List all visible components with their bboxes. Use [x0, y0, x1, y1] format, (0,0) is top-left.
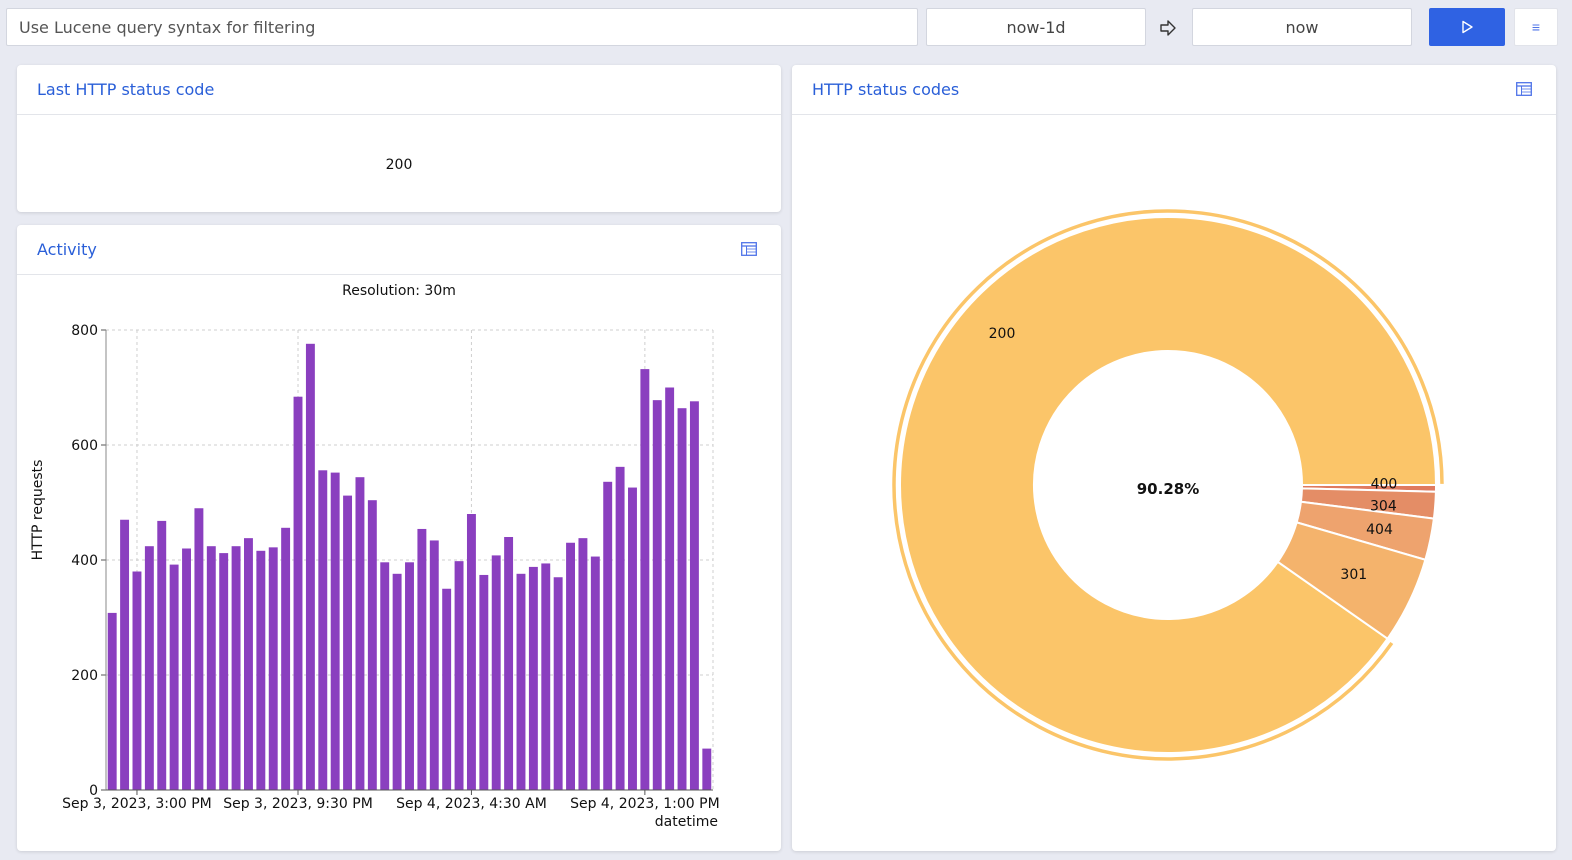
activity-bar-chart: Resolution: 30m HTTP requests datetime 0… [30, 283, 720, 830]
bar[interactable] [169, 564, 179, 790]
bar[interactable] [194, 508, 204, 790]
table-view-icon[interactable] [1516, 82, 1532, 96]
bar[interactable] [355, 477, 365, 790]
donut-center-label: 90.28% [1137, 480, 1199, 498]
arrow-right-icon [1160, 20, 1176, 36]
panel-header: HTTP status codes [792, 65, 1556, 115]
bar[interactable] [454, 561, 464, 790]
bar[interactable] [231, 546, 241, 790]
bar[interactable] [182, 548, 191, 791]
panel-title: HTTP status codes [812, 80, 960, 99]
x-tick-label: Sep 3, 2023, 3:00 PM [62, 796, 212, 812]
bar[interactable] [132, 571, 142, 791]
bar[interactable] [442, 588, 452, 790]
bar[interactable] [665, 387, 675, 791]
status-value: 200 [385, 157, 413, 173]
bar[interactable] [330, 472, 340, 790]
bar[interactable] [566, 542, 576, 790]
bar[interactable] [256, 550, 266, 790]
bar[interactable] [466, 514, 476, 790]
bar[interactable] [702, 748, 712, 790]
bar[interactable] [628, 487, 637, 790]
bar[interactable] [491, 555, 501, 790]
bar[interactable] [305, 343, 315, 790]
bar[interactable] [516, 573, 526, 790]
bar[interactable] [367, 500, 377, 790]
donut-highlight-ring [892, 209, 1444, 761]
bar[interactable] [281, 527, 291, 790]
bar[interactable] [219, 553, 229, 790]
bar[interactable] [107, 612, 117, 790]
y-tick-label: 400 [71, 553, 98, 569]
panel-header: Activity [17, 225, 781, 275]
bar[interactable] [343, 495, 353, 790]
bar[interactable] [429, 540, 439, 790]
time-from-input[interactable] [926, 8, 1146, 46]
bar[interactable] [392, 573, 402, 790]
bar[interactable] [652, 400, 662, 790]
table-view-icon[interactable] [741, 242, 757, 256]
query-input[interactable] [6, 8, 918, 46]
x-axis-label: datetime [655, 814, 718, 830]
bar[interactable] [504, 537, 514, 790]
donut-slice-label: 301 [1340, 567, 1367, 583]
activity-panel: Activity Resolution: 30m HTTP requests d… [17, 225, 781, 851]
bar[interactable] [268, 547, 278, 790]
last-status-panel: Last HTTP status code 200 [17, 65, 781, 212]
bar[interactable] [590, 556, 600, 790]
donut-slice[interactable] [899, 216, 1438, 754]
panel-header: Last HTTP status code [17, 65, 781, 115]
bar[interactable] [380, 562, 390, 790]
bar[interactable] [615, 466, 625, 790]
donut-slice[interactable] [1276, 521, 1427, 641]
bar[interactable] [157, 520, 167, 790]
bar[interactable] [206, 546, 216, 790]
bar[interactable] [293, 396, 303, 790]
status-codes-panel: HTTP status codes 200 400 304 404 301 90.28% [792, 65, 1556, 851]
bar[interactable] [553, 577, 563, 790]
x-tick-label: Sep 3, 2023, 9:30 PM [223, 796, 373, 812]
bar[interactable] [417, 528, 427, 790]
bar[interactable] [243, 538, 253, 790]
y-tick-label: 600 [71, 438, 98, 454]
bar[interactable] [318, 470, 328, 790]
run-query-button[interactable] [1429, 8, 1505, 46]
bar[interactable] [603, 481, 613, 790]
bar[interactable] [689, 401, 699, 790]
y-axis-label: HTTP requests [30, 460, 46, 561]
chart-title: Resolution: 30m [342, 283, 456, 299]
x-tick-label: Sep 4, 2023, 4:30 AM [396, 796, 547, 812]
donut-slice-label: 200 [989, 326, 1016, 342]
x-tick-label: Sep 4, 2023, 1:00 PM [570, 796, 720, 812]
donut-slice-label: 304 [1370, 498, 1397, 514]
y-tick-label: 800 [71, 323, 98, 339]
time-to-input[interactable] [1192, 8, 1412, 46]
donut-slice-label: 400 [1371, 477, 1398, 493]
panel-title: Activity [37, 240, 97, 259]
bar[interactable] [144, 546, 154, 790]
menu-button[interactable]: ≡ [1514, 8, 1558, 46]
bar[interactable] [541, 563, 551, 790]
donut-slice-label: 404 [1366, 522, 1393, 538]
y-tick-label: 0 [89, 783, 98, 799]
bar[interactable] [677, 408, 687, 790]
status-codes-donut-chart: 200 400 304 404 301 90.28% [892, 209, 1444, 761]
bar[interactable] [479, 574, 489, 790]
bar[interactable] [578, 538, 588, 790]
panel-title: Last HTTP status code [37, 80, 215, 99]
bar[interactable] [120, 519, 130, 790]
bar[interactable] [640, 369, 650, 790]
play-icon [1462, 20, 1473, 34]
bar[interactable] [528, 566, 538, 790]
toolbar: ≡ [0, 0, 1572, 56]
bar[interactable] [405, 562, 414, 790]
y-tick-label: 200 [71, 668, 98, 684]
